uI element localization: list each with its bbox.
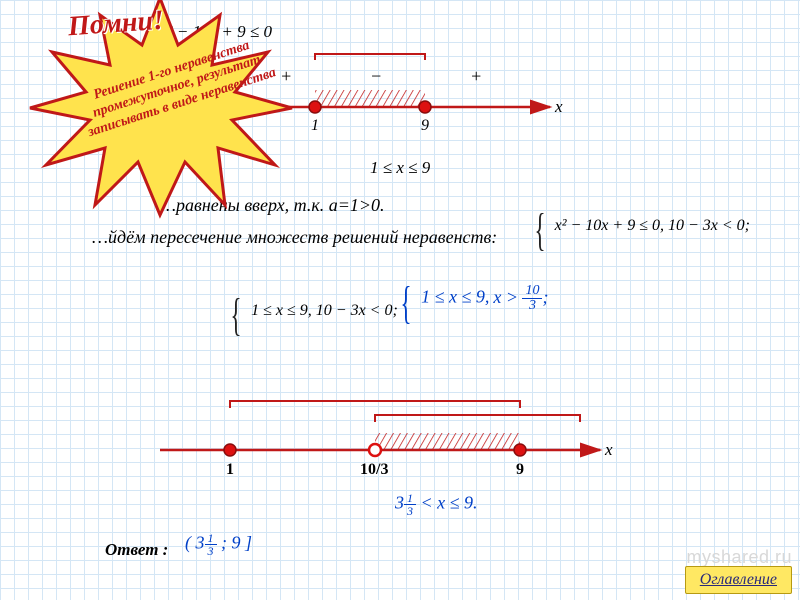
answer-value: ( 313 ; 9 ] xyxy=(185,532,252,557)
svg-text:x: x xyxy=(554,97,563,116)
svg-text:−: − xyxy=(370,66,382,86)
svg-text:10/3: 10/3 xyxy=(360,461,388,478)
system-step2: { 1 ≤ x ≤ 9, 10 − 3x < 0; xyxy=(225,290,398,331)
solution-1-range: 1 ≤ x ≤ 9 xyxy=(370,158,430,178)
svg-text:+: + xyxy=(280,66,292,86)
answer-label: Ответ : xyxy=(105,540,168,560)
intersection-text: …йдём пересечение множеств решений нерав… xyxy=(92,227,497,248)
svg-text:1: 1 xyxy=(311,117,319,134)
system-step3: { 1 ≤ x ≤ 9, x > 103; xyxy=(395,278,548,319)
reminder-title: Помни! xyxy=(67,5,165,44)
top-inequality: x² − 10x + 9 ≤ 0 xyxy=(160,22,272,42)
svg-text:x: x xyxy=(604,440,613,459)
slide-content: x² − 10x + 9 ≤ 0 + − + xyxy=(0,0,800,600)
svg-text:1: 1 xyxy=(226,461,234,478)
svg-text:9: 9 xyxy=(421,117,429,134)
watermark: myshared.ru xyxy=(686,547,792,568)
number-line-1: + − + 1 9 x xyxy=(220,52,580,142)
svg-text:9: 9 xyxy=(516,461,524,478)
number-line-2: 1 10/3 9 x xyxy=(150,398,620,488)
branches-text: …равнены вверх, т.к. a=1>0. xyxy=(160,195,385,216)
system-original: { x² − 10x + 9 ≤ 0, 10 − 3x < 0; xyxy=(529,205,751,246)
final-interval: 313 < x ≤ 9. xyxy=(395,492,478,517)
table-of-contents-button[interactable]: Оглавление xyxy=(685,566,792,594)
svg-text:+: + xyxy=(470,66,482,86)
